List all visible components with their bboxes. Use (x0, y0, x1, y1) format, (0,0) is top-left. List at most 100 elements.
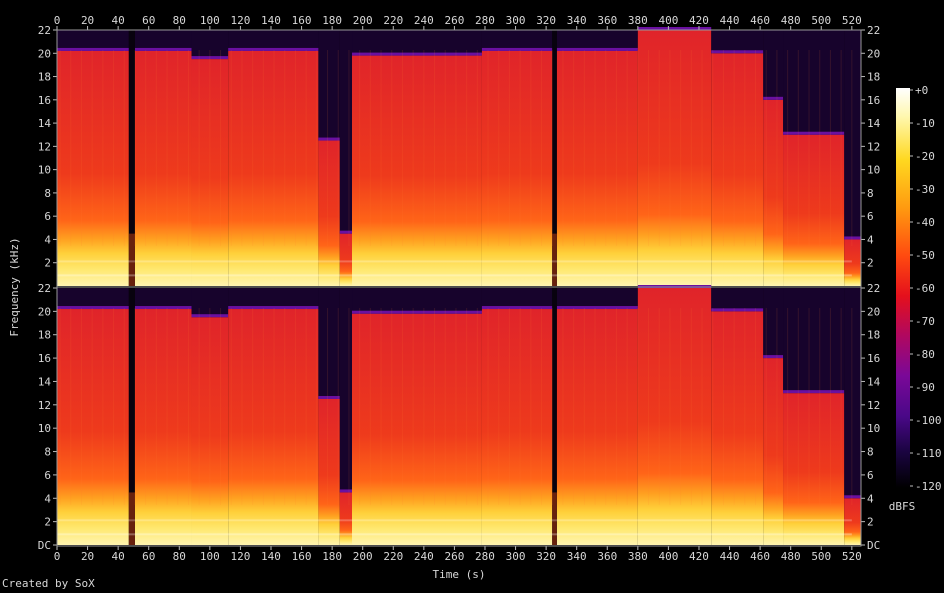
colorbar-tick-label: -100 (915, 414, 942, 427)
y-tick-label: 22 (867, 24, 880, 37)
y-tick-label: 18 (38, 329, 51, 342)
cutoff-edge (844, 495, 861, 499)
y-tick-label: 6 (867, 469, 874, 482)
cutoff-edge (318, 395, 340, 399)
cutoff-edge (763, 96, 784, 100)
haze-block (556, 30, 638, 51)
x-axis-top: 0 20 40 60 80 100 120 140 160 180 200 220 240 260 280 3… (54, 14, 862, 30)
haze-block (783, 30, 845, 135)
energy-block (134, 309, 192, 545)
y-tick-label: 22 (38, 24, 51, 37)
cutoff-edge (318, 137, 340, 141)
x-tick-label: 140 (261, 14, 281, 27)
colorbar-tick-label: -50 (915, 249, 935, 262)
energy-block (57, 309, 129, 545)
cutoff-edge (352, 310, 482, 314)
haze-block (711, 30, 764, 54)
x-tick-label: 100 (200, 14, 220, 27)
x-tick-label: 20 (81, 550, 94, 563)
x-tick-label: 400 (658, 550, 678, 563)
x-tick-label: 0 (54, 14, 61, 27)
colorbar-tick-label: -90 (915, 381, 935, 394)
y-tick-label: 22 (867, 282, 880, 295)
gap-low-energy (552, 492, 557, 545)
cutoff-edge (191, 314, 229, 318)
colorbar-tick-label: -40 (915, 216, 935, 229)
x-tick-label: 320 (536, 14, 556, 27)
y-tick-label: 12 (38, 399, 51, 412)
x-tick-label: 60 (142, 550, 155, 563)
colorbar-label: dBFS (889, 500, 916, 513)
x-tick-label: 460 (750, 550, 770, 563)
y-tick-label: 18 (38, 71, 51, 84)
x-tick-label: 180 (322, 550, 342, 563)
haze-block (57, 30, 129, 51)
energy-block (637, 288, 712, 545)
energy-block (481, 50, 553, 287)
cutoff-edge (783, 390, 845, 394)
energy-block (711, 53, 764, 286)
x-tick-label: 120 (230, 14, 250, 27)
energy-block (556, 50, 638, 287)
y-tick-label: 20 (38, 47, 51, 60)
haze-block (191, 288, 229, 318)
colorbar-tick-label: -20 (915, 150, 935, 163)
cutoff-edge (228, 47, 319, 51)
silence-gap (552, 288, 557, 545)
y-tick-label: 14 (867, 375, 881, 388)
x-tick-label: 420 (689, 550, 709, 563)
colorbar-ticks: +0 -10 -20 -30 -40 -50 -60 -70 -80 -90 -100 -110 -12… (910, 84, 942, 493)
y-tick-label: 20 (38, 305, 51, 318)
x-tick-label: 80 (173, 14, 186, 27)
silence-gap (128, 30, 135, 286)
cutoff-edge (57, 47, 129, 51)
x-tick-label: 100 (200, 550, 220, 563)
x-tick-label: 280 (475, 14, 495, 27)
x-tick-label: 500 (811, 14, 831, 27)
x-axis-bottom: 0 20 40 60 80 100 120 140 160 180 200 220 240 260 280 3… (54, 546, 862, 563)
energy-block (191, 59, 229, 286)
x-tick-label: 340 (567, 550, 587, 563)
colorbar-tick-label: -80 (915, 348, 935, 361)
x-tick-label: 240 (414, 550, 434, 563)
y-tick-label: 8 (867, 187, 874, 200)
haze-block (481, 30, 553, 51)
x-tick-label: 520 (842, 550, 862, 563)
haze-block (844, 288, 861, 499)
x-tick-label: 480 (781, 550, 801, 563)
low-band (57, 260, 852, 263)
y-tick-label: 12 (867, 140, 880, 153)
y-tick-label: 2 (44, 516, 51, 529)
x-tick-label: 360 (597, 550, 617, 563)
x-tick-label: 200 (353, 14, 373, 27)
haze-block (556, 288, 638, 310)
energy-block (134, 50, 192, 287)
haze-block (711, 288, 764, 312)
energy-block (318, 398, 340, 545)
energy-block (318, 140, 340, 286)
x-tick-label: 20 (81, 14, 94, 27)
haze-block (228, 30, 319, 51)
x-tick-label: 480 (781, 14, 801, 27)
y-tick-label: 6 (44, 210, 51, 223)
cutoff-edge (339, 230, 353, 234)
energy-block (783, 393, 845, 545)
y-tick-label: 22 (38, 282, 51, 295)
x-tick-label: 420 (689, 14, 709, 27)
silence-gap (128, 288, 135, 545)
energy-block (481, 309, 553, 545)
x-tick-label: 400 (658, 14, 678, 27)
cutoff-edge (637, 27, 712, 30)
y-tick-label: 4 (867, 492, 874, 505)
gap-low-energy (128, 492, 135, 545)
y-tick-label: 10 (867, 422, 880, 435)
y-tick-label: 14 (867, 117, 881, 130)
y-tick-label: 14 (38, 375, 52, 388)
y-tick-label: 2 (44, 257, 51, 270)
x-tick-label: 60 (142, 14, 155, 27)
cutoff-edge (763, 355, 784, 359)
y-tick-label: 10 (38, 422, 51, 435)
energy-block (844, 239, 861, 286)
x-tick-label: 200 (353, 550, 373, 563)
